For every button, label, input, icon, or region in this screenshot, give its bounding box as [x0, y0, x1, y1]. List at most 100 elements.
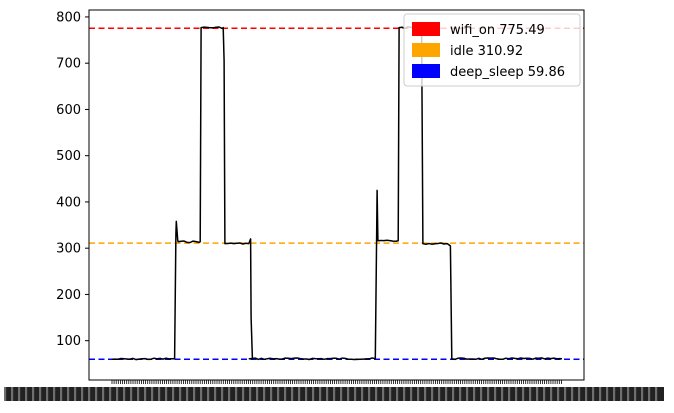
x-tick-label-gap — [620, 387, 623, 401]
x-tick-label-gap — [396, 387, 399, 401]
x-tick-label-gap — [466, 387, 469, 401]
legend-label-deep_sleep: deep_sleep 59.86 — [450, 65, 565, 80]
legend-swatch-wifi_on — [412, 22, 440, 36]
x-tick-label-gap — [88, 387, 91, 401]
x-tick-label-gap — [571, 387, 574, 401]
legend-label-idle: idle 310.92 — [450, 44, 523, 59]
y-tick-label: 800 — [56, 10, 81, 25]
x-tick-label-gap — [32, 387, 35, 401]
x-tick-label-gap — [228, 387, 231, 401]
x-tick-label-gap — [4, 387, 7, 401]
x-tick-label-gap — [123, 387, 126, 401]
x-tick-label-gap — [508, 387, 511, 401]
y-tick-label: 300 — [56, 242, 81, 257]
x-tick-label-gap — [375, 387, 378, 401]
x-tick-label-gap — [382, 387, 385, 401]
x-tick-label-gap — [172, 387, 175, 401]
x-tick-label-gap — [326, 387, 329, 401]
x-tick-label-gap — [312, 387, 315, 401]
x-tick-label-gap — [74, 387, 77, 401]
x-tick-label-gap — [102, 387, 105, 401]
y-tick-label: 100 — [56, 334, 81, 349]
x-tick-label-gap — [165, 387, 168, 401]
x-tick-labels — [4, 387, 664, 401]
x-tick-label-gap — [550, 387, 553, 401]
x-tick-label-gap — [186, 387, 189, 401]
x-tick-label-gap — [235, 387, 238, 401]
x-tick-label-gap — [256, 387, 259, 401]
x-tick-label-gap — [95, 387, 98, 401]
x-tick-label-gap — [263, 387, 266, 401]
x-tick-label-gap — [627, 387, 630, 401]
x-tick-label-gap — [39, 387, 42, 401]
x-tick-label-gap — [452, 387, 455, 401]
x-tick-label-gap — [158, 387, 161, 401]
y-axis: 100 200 300 400 500 600 700 800 — [56, 10, 89, 349]
x-tick-label-gap — [53, 387, 56, 401]
x-tick-label-gap — [179, 387, 182, 401]
x-tick-label-gap — [480, 387, 483, 401]
x-tick-label-gap — [67, 387, 70, 401]
x-tick-label-gap — [599, 387, 602, 401]
x-tick-label-gap — [137, 387, 140, 401]
x-tick-label-gap — [445, 387, 448, 401]
x-tick-label-gap — [543, 387, 546, 401]
legend-box — [403, 13, 581, 87]
x-tick-label-gap — [340, 387, 343, 401]
x-tick-label-gap — [557, 387, 560, 401]
x-tick-label-gap — [655, 387, 658, 401]
x-tick-label-gap — [487, 387, 490, 401]
y-tick-label: 700 — [56, 57, 81, 72]
x-tick-label-gap — [60, 387, 63, 401]
x-tick-label-gap — [634, 387, 637, 401]
x-tick-label-band — [4, 387, 664, 401]
x-tick-label-gap — [277, 387, 280, 401]
x-tick-label-gap — [109, 387, 112, 401]
x-tick-label-gap — [501, 387, 504, 401]
legend-label-wifi_on: wifi_on 775.49 — [450, 23, 545, 38]
x-tick-label-gap — [25, 387, 28, 401]
x-tick-label-gap — [214, 387, 217, 401]
x-tick-label-gap — [585, 387, 588, 401]
x-tick-label-gap — [361, 387, 364, 401]
x-tick-label-gap — [368, 387, 371, 401]
x-tick-label-gap — [319, 387, 322, 401]
x-tick-label-gap — [431, 387, 434, 401]
y-tick-label: 200 — [56, 288, 81, 303]
x-tick-label-gap — [592, 387, 595, 401]
x-tick-label-gap — [347, 387, 350, 401]
x-tick-label-gap — [529, 387, 532, 401]
x-tick-label-gap — [403, 387, 406, 401]
x-tick-label-gap — [494, 387, 497, 401]
x-tick-label-gap — [291, 387, 294, 401]
x-tick-label-gap — [333, 387, 336, 401]
x-tick-label-gap — [578, 387, 581, 401]
x-tick-label-gap — [207, 387, 210, 401]
x-tick-label-gap — [641, 387, 644, 401]
x-tick-label-gap — [417, 387, 420, 401]
legend-swatch-idle — [412, 43, 440, 57]
x-tick-label-gap — [648, 387, 651, 401]
x-tick-label-gap — [46, 387, 49, 401]
x-tick-label-gap — [193, 387, 196, 401]
x-tick-label-gap — [473, 387, 476, 401]
x-tick-label-gap — [298, 387, 301, 401]
x-tick-label-gap — [515, 387, 518, 401]
series-line-power — [111, 26, 563, 361]
y-tick-label: 400 — [56, 195, 81, 210]
x-tick-label-gap — [606, 387, 609, 401]
legend-swatch-deep_sleep — [412, 64, 440, 78]
x-tick-label-gap — [200, 387, 203, 401]
x-tick-label-gap — [354, 387, 357, 401]
x-tick-label-gap — [81, 387, 84, 401]
x-tick-marks — [111, 380, 562, 384]
x-tick-label-gap — [459, 387, 462, 401]
x-tick-label-gap — [249, 387, 252, 401]
x-tick-label-gap — [424, 387, 427, 401]
x-tick-label-gap — [242, 387, 245, 401]
x-tick-label-gap — [116, 387, 119, 401]
x-tick-label-gap — [151, 387, 154, 401]
x-tick-label-gap — [18, 387, 21, 401]
x-tick-label-gap — [270, 387, 273, 401]
